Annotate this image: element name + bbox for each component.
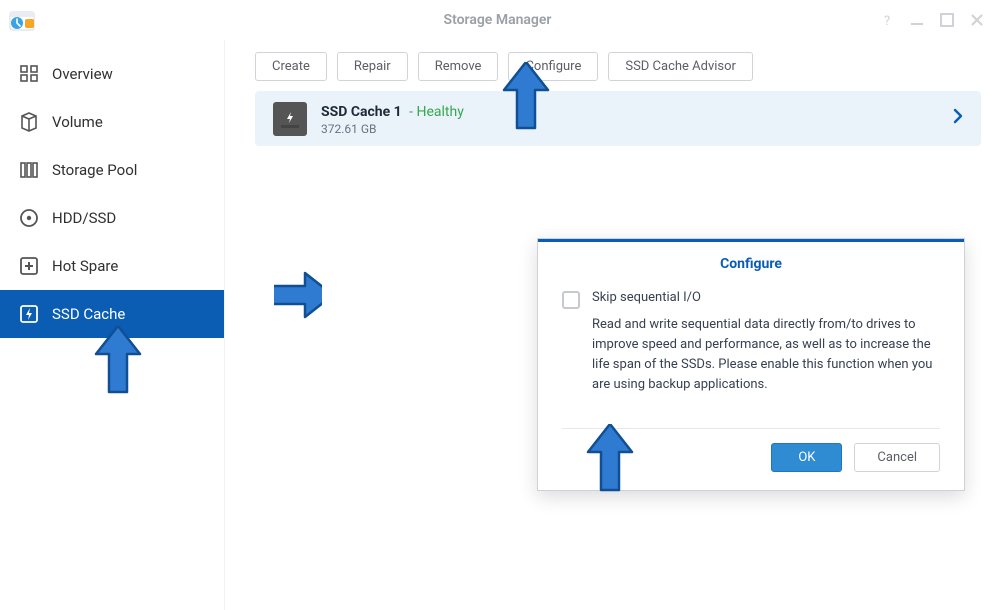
cache-size: 372.61 GB	[321, 122, 939, 136]
ssd-cache-advisor-button[interactable]: SSD Cache Advisor	[608, 52, 753, 81]
sidebar-item-storage-pool[interactable]: Storage Pool	[0, 146, 224, 194]
skip-sequential-io-checkbox[interactable]	[562, 291, 580, 309]
sidebar-item-label: Storage Pool	[52, 161, 137, 179]
create-button[interactable]: Create	[255, 52, 327, 81]
ssdcache-icon	[18, 303, 40, 325]
sidebar-item-hdd-ssd[interactable]: HDD/SSD	[0, 194, 224, 242]
app-icon	[8, 6, 36, 34]
cancel-button[interactable]: Cancel	[854, 443, 940, 472]
configure-dialog: Configure Skip sequential I/O Read and w…	[537, 238, 965, 491]
content-area: Create Repair Remove Configure SSD Cache…	[225, 40, 995, 610]
configure-button[interactable]: Configure	[508, 52, 598, 81]
remove-button[interactable]: Remove	[418, 52, 499, 81]
sidebar-item-label: Hot Spare	[52, 257, 118, 275]
dialog-title: Configure	[538, 242, 964, 290]
cache-status: Healthy	[416, 104, 463, 120]
chevron-right-icon	[953, 108, 963, 129]
close-icon[interactable]	[967, 10, 987, 30]
checkbox-label: Skip sequential I/O	[592, 290, 940, 305]
window-title: Storage Manager	[444, 12, 552, 28]
sidebar-item-label: Overview	[52, 65, 113, 83]
title-bar: Storage Manager ?	[0, 0, 995, 40]
dashboard-icon	[18, 63, 40, 85]
repair-button[interactable]: Repair	[337, 52, 408, 81]
ssd-drive-icon	[273, 102, 307, 136]
sidebar-item-ssd-cache[interactable]: SSD Cache	[0, 290, 224, 338]
volume-icon	[18, 111, 40, 133]
help-icon[interactable]: ?	[877, 10, 897, 30]
sidebar-item-overview[interactable]: Overview	[0, 50, 224, 98]
sidebar-item-hot-spare[interactable]: Hot Spare	[0, 242, 224, 290]
maximize-icon[interactable]	[937, 10, 957, 30]
toolbar: Create Repair Remove Configure SSD Cache…	[255, 52, 981, 81]
minimize-icon[interactable]	[907, 10, 927, 30]
sidebar-item-volume[interactable]: Volume	[0, 98, 224, 146]
sidebar-item-label: Volume	[52, 113, 103, 131]
pool-icon	[18, 159, 40, 181]
cache-name: SSD Cache 1	[321, 104, 402, 120]
sidebar-item-label: SSD Cache	[52, 305, 125, 323]
svg-text:?: ?	[884, 14, 890, 27]
hotspare-icon	[18, 255, 40, 277]
disk-icon	[18, 207, 40, 229]
ok-button[interactable]: OK	[771, 443, 842, 472]
sidebar: Overview Volume Storage Pool	[0, 40, 225, 610]
cache-panel[interactable]: SSD Cache 1 - Healthy 372.61 GB	[255, 91, 981, 146]
checkbox-description: Read and write sequential data directly …	[592, 315, 940, 396]
sidebar-item-label: HDD/SSD	[52, 209, 116, 227]
